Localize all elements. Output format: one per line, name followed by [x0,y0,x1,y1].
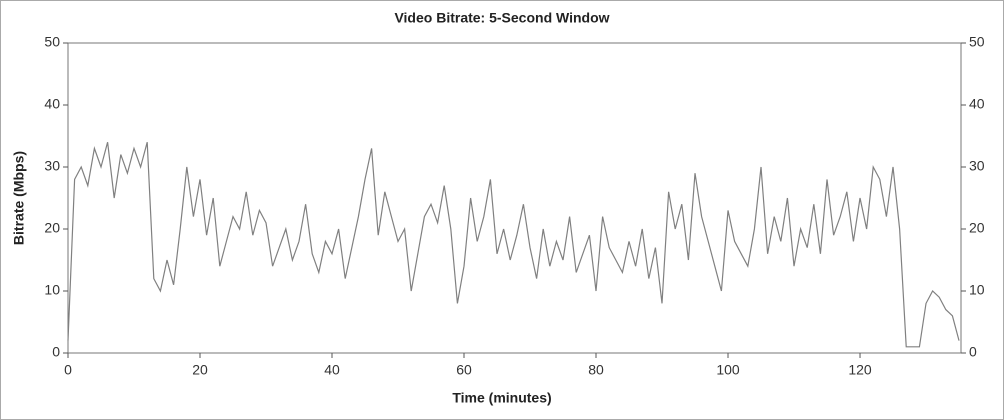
y2-tick-label: 50 [969,34,985,50]
x-tick-label: 80 [588,362,604,378]
y-tick-label: 40 [44,96,60,112]
x-tick-label: 120 [848,362,872,378]
x-tick-label: 20 [192,362,208,378]
y-axis-title: Bitrate (Mbps) [11,151,27,245]
y2-tick-label: 30 [969,158,985,174]
y2-tick-label: 10 [969,282,985,298]
y2-tick-label: 40 [969,96,985,112]
x-tick-label: 40 [324,362,340,378]
data-line [67,142,960,348]
y-tick-label: 20 [44,220,60,236]
y-tick-label: 30 [44,158,60,174]
y-tick-label: 50 [44,34,60,50]
x-tick-label: 100 [716,362,740,378]
x-tick-label: 60 [456,362,472,378]
x-tick-label: 0 [64,362,72,378]
chart-title: Video Bitrate: 5-Second Window [394,10,609,26]
y2-tick-label: 20 [969,220,985,236]
y-tick-label: 0 [52,344,60,360]
y2-tick-label: 0 [969,344,977,360]
x-axis-title: Time (minutes) [452,390,551,406]
plot-border [67,42,962,354]
y-tick-label: 10 [44,282,60,298]
